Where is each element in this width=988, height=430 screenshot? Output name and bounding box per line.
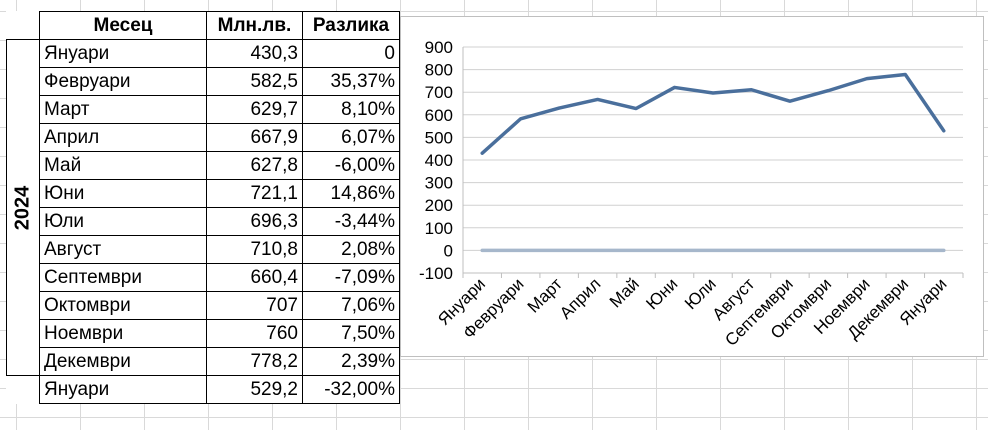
table-row: Септември 660,4 -7,09% <box>7 263 400 292</box>
diff-cell[interactable]: -32,00% <box>302 375 400 404</box>
table-row: Април 667,9 6,07% <box>7 123 400 152</box>
month-cell[interactable]: Септември <box>39 263 207 292</box>
y-tick-label: 100 <box>425 219 453 238</box>
month-cell[interactable]: Ноември <box>39 319 207 348</box>
diff-cell[interactable]: 6,07% <box>302 123 400 152</box>
value-cell[interactable]: 696,3 <box>206 207 303 236</box>
table-row: Януари 529,2 -32,00% <box>6 375 400 404</box>
y-tick-label: 800 <box>425 61 453 80</box>
y-tick-label: 300 <box>425 174 453 193</box>
header-row: Месец Млн.лв. Разлика <box>6 11 400 40</box>
value-cell[interactable]: 721,1 <box>206 179 303 208</box>
value-cell[interactable]: 627,8 <box>206 151 303 180</box>
diff-cell[interactable]: -3,44% <box>302 207 400 236</box>
diff-cell[interactable]: 7,50% <box>302 319 400 348</box>
header-value[interactable]: Млн.лв. <box>206 11 303 40</box>
value-cell[interactable]: 707 <box>206 291 303 320</box>
month-cell[interactable]: Февруари <box>39 67 207 96</box>
table-row: Февруари 582,5 35,37% <box>7 67 400 96</box>
x-tick-label: Април <box>556 274 604 322</box>
value-cell[interactable]: 430,3 <box>206 39 303 68</box>
y-tick-label: 600 <box>425 106 453 125</box>
value-cell[interactable]: 629,7 <box>206 95 303 124</box>
y-tick-label: 700 <box>425 83 453 102</box>
diff-cell[interactable]: 8,10% <box>302 95 400 124</box>
year-label: 2024 <box>11 185 34 230</box>
value-cell[interactable]: 667,9 <box>206 123 303 152</box>
diff-cell[interactable]: 2,39% <box>302 347 400 376</box>
header-diff[interactable]: Разлика <box>302 11 400 40</box>
month-cell[interactable]: Април <box>39 123 207 152</box>
month-cell[interactable]: Юли <box>39 207 207 236</box>
diff-cell[interactable]: -6,00% <box>302 151 400 180</box>
corner-cell <box>6 11 40 40</box>
empty-cell[interactable] <box>6 375 40 404</box>
year-cell[interactable]: 2024 <box>6 39 40 376</box>
y-tick-label: 0 <box>444 241 453 260</box>
value-cell[interactable]: 760 <box>206 319 303 348</box>
value-cell[interactable]: 529,2 <box>206 375 303 404</box>
month-cell[interactable]: Януари <box>39 39 207 68</box>
diff-cell[interactable]: -7,09% <box>302 263 400 292</box>
month-cell[interactable]: Декември <box>39 347 207 376</box>
diff-cell[interactable]: 14,86% <box>302 179 400 208</box>
diff-cell[interactable]: 0 <box>302 39 400 68</box>
table-row: Юни 721,1 14,86% <box>7 179 400 208</box>
table-row: Юли 696,3 -3,44% <box>7 207 400 236</box>
table-row: Ноември 760 7,50% <box>7 319 400 348</box>
chart-canvas: -1000100200300400500600700800900ЯнуариФе… <box>419 38 964 350</box>
series-line-1 <box>480 72 946 155</box>
table-row: Август 710,8 2,08% <box>7 235 400 264</box>
value-cell[interactable]: 582,5 <box>206 67 303 96</box>
y-tick-label: 200 <box>425 196 453 215</box>
month-cell[interactable]: Октомври <box>39 291 207 320</box>
y-tick-label: 400 <box>425 151 453 170</box>
month-cell[interactable]: Август <box>39 235 207 264</box>
value-cell[interactable]: 778,2 <box>206 347 303 376</box>
x-tick-label: Май <box>606 274 643 311</box>
x-tick-label: Юни <box>642 274 681 313</box>
value-cell[interactable]: 660,4 <box>206 263 303 292</box>
table-row: Май 627,8 -6,00% <box>7 151 400 180</box>
diff-cell[interactable]: 35,37% <box>302 67 400 96</box>
table-row: Март 629,7 8,10% <box>7 95 400 124</box>
month-cell[interactable]: Януари <box>39 375 207 404</box>
diff-cell[interactable]: 2,08% <box>302 235 400 264</box>
y-tick-label: 900 <box>425 38 453 57</box>
value-cell[interactable]: 710,8 <box>206 235 303 264</box>
table-row: 2024 Януари 430,3 0 <box>6 39 400 376</box>
data-table: Месец Млн.лв. Разлика 2024 Януари 430,3 0 Фе… <box>6 11 400 404</box>
month-cell[interactable]: Юни <box>39 179 207 208</box>
y-tick-label: 500 <box>425 128 453 147</box>
table-row: Декември 778,2 2,39% <box>7 347 400 376</box>
month-cell[interactable]: Май <box>39 151 207 180</box>
line-chart[interactable]: -100 0 100 200 300 400 500 600 700 800 900 Януари Фе… <box>400 16 984 357</box>
diff-cell[interactable]: 7,06% <box>302 291 400 320</box>
y-tick-label: -100 <box>419 264 453 283</box>
table-row: Октомври 707 7,06% <box>7 291 400 320</box>
header-month[interactable]: Месец <box>39 11 207 40</box>
month-cell[interactable]: Март <box>39 95 207 124</box>
